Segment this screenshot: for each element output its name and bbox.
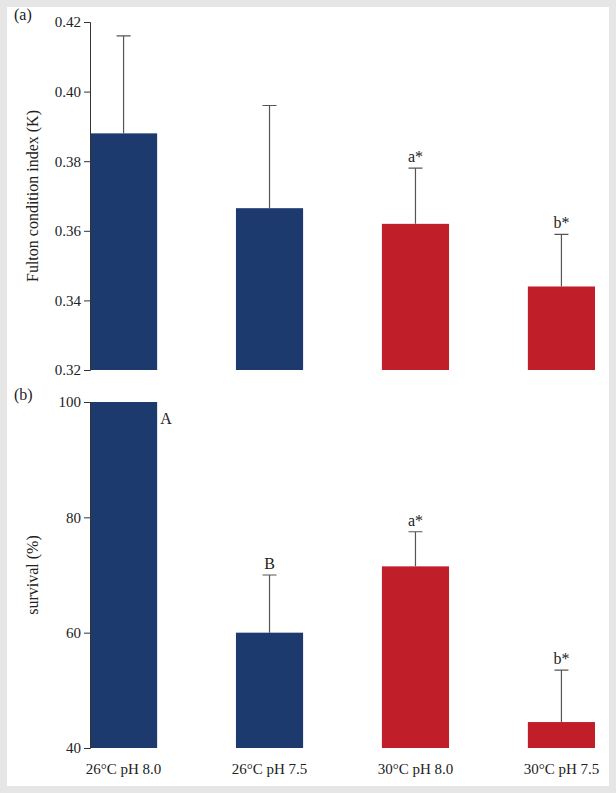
tick-mark — [84, 402, 90, 403]
annotation: a* — [408, 148, 423, 165]
tick-mark — [84, 22, 90, 23]
error-bar — [117, 36, 131, 133]
bars — [90, 133, 595, 370]
tick: 60 — [66, 625, 90, 641]
bar — [528, 722, 595, 748]
category-label: 26°C pH 8.0 — [86, 761, 162, 777]
error-bars — [117, 36, 569, 287]
tick: 0.42 — [55, 14, 90, 30]
panel-title: (a) — [14, 6, 32, 24]
tick-label: 60 — [66, 625, 81, 641]
error-bar — [263, 575, 277, 633]
chart-canvas: 0.32 0.34 0.36 0.38 0.40 0.42 a* b* (a) Fulton co… — [0, 0, 616, 793]
axis-line — [84, 403, 91, 749]
error-bars — [263, 532, 569, 722]
panel: 0.32 0.34 0.36 0.38 0.40 0.42 a* b* (a) Fulton co… — [14, 6, 595, 378]
y-axis: 0.32 0.34 0.36 0.38 0.40 0.42 — [55, 14, 91, 378]
tick-mark — [84, 92, 90, 93]
annotation: b* — [553, 214, 569, 231]
error-bar — [554, 234, 568, 286]
category-label: 26°C pH 7.5 — [232, 761, 308, 777]
tick-label: 0.42 — [55, 14, 81, 30]
tick: 100 — [59, 394, 91, 410]
tick: 80 — [66, 510, 90, 526]
error-bar — [408, 532, 422, 567]
category-label: 30°C pH 8.0 — [378, 761, 454, 777]
bar — [90, 133, 157, 370]
panel-background — [7, 7, 609, 786]
error-bar — [554, 670, 568, 722]
bar — [528, 286, 595, 370]
tick-label: 0.36 — [55, 223, 82, 239]
tick-label: 0.40 — [55, 84, 81, 100]
y-axis-title: Fulton condition index (K) — [24, 110, 42, 282]
tick-label: 0.34 — [55, 293, 82, 309]
tick: 0.32 — [55, 362, 90, 378]
background — [0, 0, 616, 793]
tick-label: 0.38 — [55, 154, 81, 170]
annotation: A — [160, 410, 172, 427]
bar — [382, 566, 449, 748]
annotation: b* — [553, 650, 569, 667]
category-label: 30°C pH 7.5 — [524, 761, 600, 777]
bar — [236, 633, 303, 748]
tick: 0.38 — [55, 154, 90, 170]
tick-mark — [84, 300, 90, 301]
panel: 40 60 80 100 26°C pH 8.0 26°C pH 7.5 30°C pH 8… — [14, 386, 599, 777]
tick-label: 100 — [59, 394, 82, 410]
bar — [90, 402, 157, 748]
y-axis: 40 60 80 100 — [59, 394, 91, 756]
tick-mark — [84, 370, 90, 371]
tick: 0.40 — [55, 84, 90, 100]
tick-mark — [84, 748, 90, 749]
annotation: a* — [408, 512, 423, 529]
tick-mark — [84, 231, 90, 232]
category-tick: 30°C pH 7.5 — [524, 761, 600, 777]
tick-mark — [84, 161, 90, 162]
bar — [236, 208, 303, 370]
bar — [382, 224, 449, 370]
tick-label: 0.32 — [55, 362, 81, 378]
bars — [90, 402, 595, 748]
tick: 0.34 — [55, 293, 90, 309]
tick: 40 — [66, 740, 90, 756]
annotation: B — [264, 555, 275, 572]
axis-line — [84, 23, 91, 371]
x-axis: 26°C pH 8.0 26°C pH 7.5 30°C pH 8.0 30°C pH… — [86, 761, 599, 777]
tick-label: 40 — [66, 740, 81, 756]
y-axis-title: survival (%) — [24, 535, 42, 615]
panel-title: (b) — [14, 386, 33, 404]
tick-mark — [84, 517, 90, 518]
error-bar — [263, 106, 277, 209]
tick: 0.36 — [55, 223, 90, 239]
tick-label: 80 — [66, 510, 81, 526]
category-tick: 26°C pH 8.0 — [86, 761, 162, 777]
category-tick: 26°C pH 7.5 — [232, 761, 308, 777]
error-bar — [408, 168, 422, 224]
category-tick: 30°C pH 8.0 — [378, 761, 454, 777]
tick-mark — [84, 633, 90, 634]
